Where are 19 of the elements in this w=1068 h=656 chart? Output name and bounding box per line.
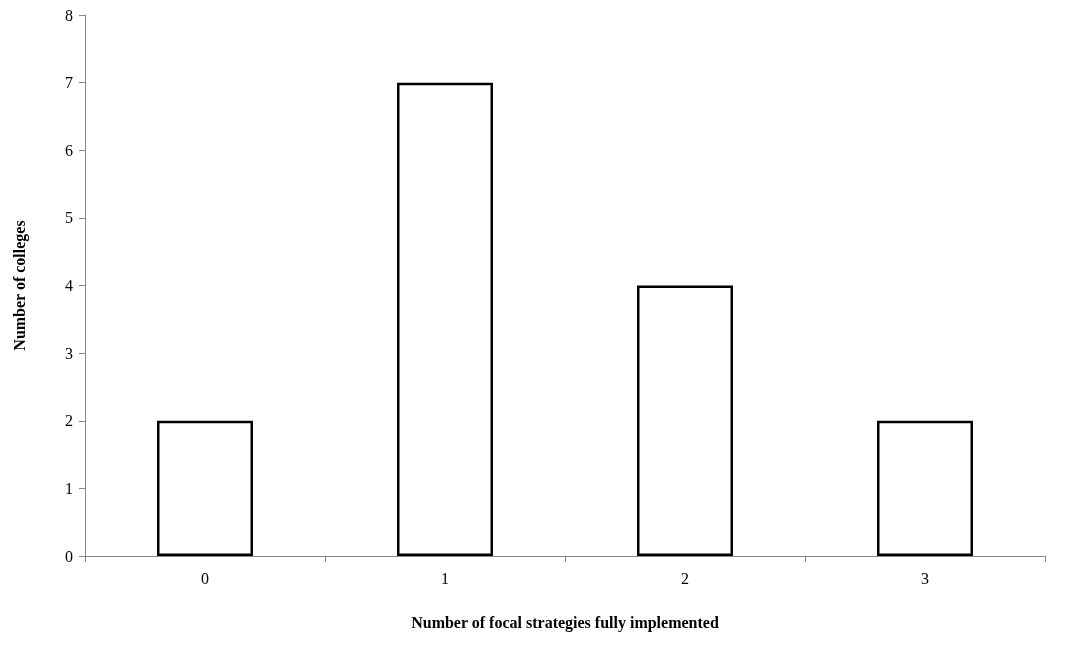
y-axis-title: Number of colleges	[10, 220, 29, 351]
y-tick-label: 2	[65, 412, 73, 430]
x-axis-title: Number of focal strategies fully implemented	[411, 613, 719, 632]
bar	[157, 420, 253, 556]
y-tick-label: 6	[65, 141, 73, 159]
y-tick-label: 4	[65, 277, 73, 294]
y-tick-label: 5	[65, 209, 73, 227]
bar	[637, 285, 733, 556]
bar	[877, 420, 973, 556]
y-tick-label: 0	[65, 547, 73, 565]
x-tick-label: 2	[681, 569, 689, 587]
x-tick-label: 0	[201, 569, 209, 587]
y-tick-label: 7	[65, 74, 73, 92]
y-tick-label: 1	[65, 479, 73, 497]
x-tick-label: 3	[921, 569, 929, 587]
x-tick-label: 1	[441, 569, 449, 587]
bar	[397, 82, 493, 556]
y-tick-label: 8	[65, 6, 73, 24]
y-tick-label: 3	[65, 344, 73, 362]
